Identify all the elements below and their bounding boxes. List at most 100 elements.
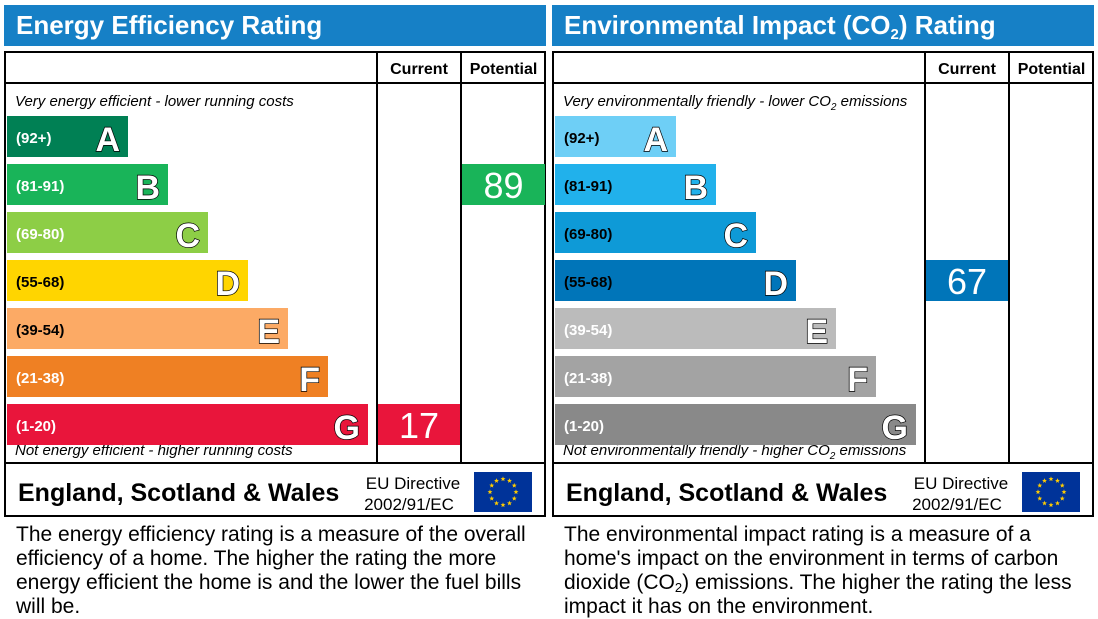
eu-star-icon (511, 495, 517, 501)
band-f: (21-38) F (555, 356, 876, 400)
eu-star-icon (494, 500, 499, 506)
energy-efficiency-panel: Energy Efficiency Rating Current Potentia… (4, 5, 546, 618)
eu-star-icon (500, 502, 506, 508)
environmental-rating-chart: Current Potential Very environmentally fri… (552, 51, 1094, 517)
env-current-column-header: Current (938, 61, 996, 78)
band-range-label: (39-54) (564, 322, 612, 339)
band-letter-label: D (763, 265, 788, 303)
energy-bottom-note: Not energy efficient - higher running co… (15, 442, 293, 459)
band-bar-a (555, 116, 676, 157)
energy-directive-line2: 2002/91/EC (364, 495, 454, 514)
band-letter-label: E (805, 313, 828, 351)
env-directive-line1: EU Directive (914, 474, 1008, 493)
band-letter-label: B (683, 169, 708, 207)
energy-rating-chart: Current Potential Very energy efficient - … (4, 51, 546, 517)
band-letter-label: C (175, 217, 200, 255)
band-letter-label: E (257, 313, 280, 351)
eu-star-icon (1037, 495, 1043, 501)
band-bar-g (7, 404, 368, 445)
band-a: (92+) A (7, 116, 128, 160)
band-range-label: (55-68) (16, 274, 64, 291)
band-bar-c (555, 212, 756, 253)
eu-star-icon (507, 478, 512, 483)
band-range-label: (39-54) (16, 322, 64, 339)
env-bottom-note: Not environmentally friendly - higher CO… (563, 442, 907, 462)
eu-star-icon (1037, 482, 1043, 488)
band-range-label: (92+) (564, 130, 599, 147)
energy-top-note: Very energy efficient - lower running co… (15, 93, 294, 110)
eu-star-icon (1059, 495, 1065, 501)
band-letter-label: B (135, 169, 160, 207)
env-top-note: Very environmentally friendly - lower CO… (563, 93, 908, 113)
energy-current-rating-box (378, 404, 460, 445)
band-bar-d (7, 260, 248, 301)
eu-star-icon (511, 482, 517, 488)
eu-star-icon (507, 500, 512, 506)
eu-star-icon (513, 489, 519, 495)
band-range-label: (69-80) (564, 226, 612, 243)
energy-potential-column-header: Potential (470, 61, 538, 78)
eu-star-icon (1055, 478, 1060, 483)
eu-star-icon (1061, 489, 1067, 495)
eu-star-icon (1055, 500, 1060, 506)
environmental-impact-panel: Environmental Impact (CO2) Rating Curren… (552, 5, 1094, 618)
band-e: (39-54) E (7, 308, 288, 352)
band-bar-e (7, 308, 288, 349)
band-range-label: (92+) (16, 130, 51, 147)
band-range-label: (1-20) (16, 418, 56, 435)
band-d: (55-68) D (7, 260, 248, 304)
band-range-label: (81-91) (16, 178, 64, 195)
band-f: (21-38) F (7, 356, 328, 400)
band-b: (81-91) B (555, 164, 716, 208)
band-c: (69-80) C (555, 212, 756, 256)
band-bar-d (555, 260, 796, 301)
eu-star-icon (500, 476, 506, 482)
band-range-label: (21-38) (16, 370, 64, 387)
eu-star-icon (1048, 476, 1054, 482)
env-potential-column-header: Potential (1018, 61, 1086, 78)
environmental-panel-title: Environmental Impact (CO2) Rating (552, 5, 1094, 46)
eu-star-icon (1042, 478, 1047, 483)
eu-star-icon (1035, 489, 1041, 495)
eu-star-icon (1048, 502, 1054, 508)
band-letter-label: D (215, 265, 240, 303)
band-b: (81-91) B (7, 164, 168, 208)
eu-star-icon (489, 482, 495, 488)
energy-current-column-header: Current (390, 61, 448, 78)
env-eu-flag-icon (1022, 472, 1080, 512)
env-directive-line2: 2002/91/EC (912, 495, 1002, 514)
energy-eu-flag-icon (474, 472, 532, 512)
band-range-label: (81-91) (564, 178, 612, 195)
band-g: (1-20) G (555, 404, 916, 448)
energy-panel-title: Energy Efficiency Rating (4, 5, 546, 46)
band-range-label: (21-38) (564, 370, 612, 387)
eu-star-icon (1042, 500, 1047, 506)
band-letter-label: F (299, 361, 320, 399)
band-bar-e (555, 308, 836, 349)
env-current-rating-box (926, 260, 1008, 301)
band-bar-g (555, 404, 916, 445)
band-d: (55-68) D (555, 260, 796, 304)
env-region-label: England, Scotland & Wales (566, 479, 887, 507)
band-e: (39-54) E (555, 308, 836, 352)
band-range-label: (1-20) (564, 418, 604, 435)
band-letter-label: C (723, 217, 748, 255)
band-bar-b (7, 164, 168, 205)
energy-region-label: England, Scotland & Wales (18, 479, 339, 507)
energy-directive-line1: EU Directive (366, 474, 460, 493)
energy-potential-rating-value: 89 (483, 165, 523, 206)
band-letter-label: A (643, 121, 668, 159)
energy-caption: The energy efficiency rating is a measur… (16, 523, 526, 618)
band-bar-f (7, 356, 328, 397)
band-letter-label: G (882, 409, 908, 447)
band-range-label: (69-80) (16, 226, 64, 243)
eu-star-icon (487, 489, 493, 495)
band-letter-label: G (334, 409, 360, 447)
band-a: (92+) A (555, 116, 676, 160)
eu-star-icon (1059, 482, 1065, 488)
band-letter-label: F (847, 361, 868, 399)
energy-current-rating-value: 17 (399, 405, 439, 446)
environmental-caption: The environmental impact rating is a mea… (564, 523, 1072, 618)
band-c: (69-80) C (7, 212, 208, 256)
env-current-rating-value: 67 (947, 261, 987, 302)
